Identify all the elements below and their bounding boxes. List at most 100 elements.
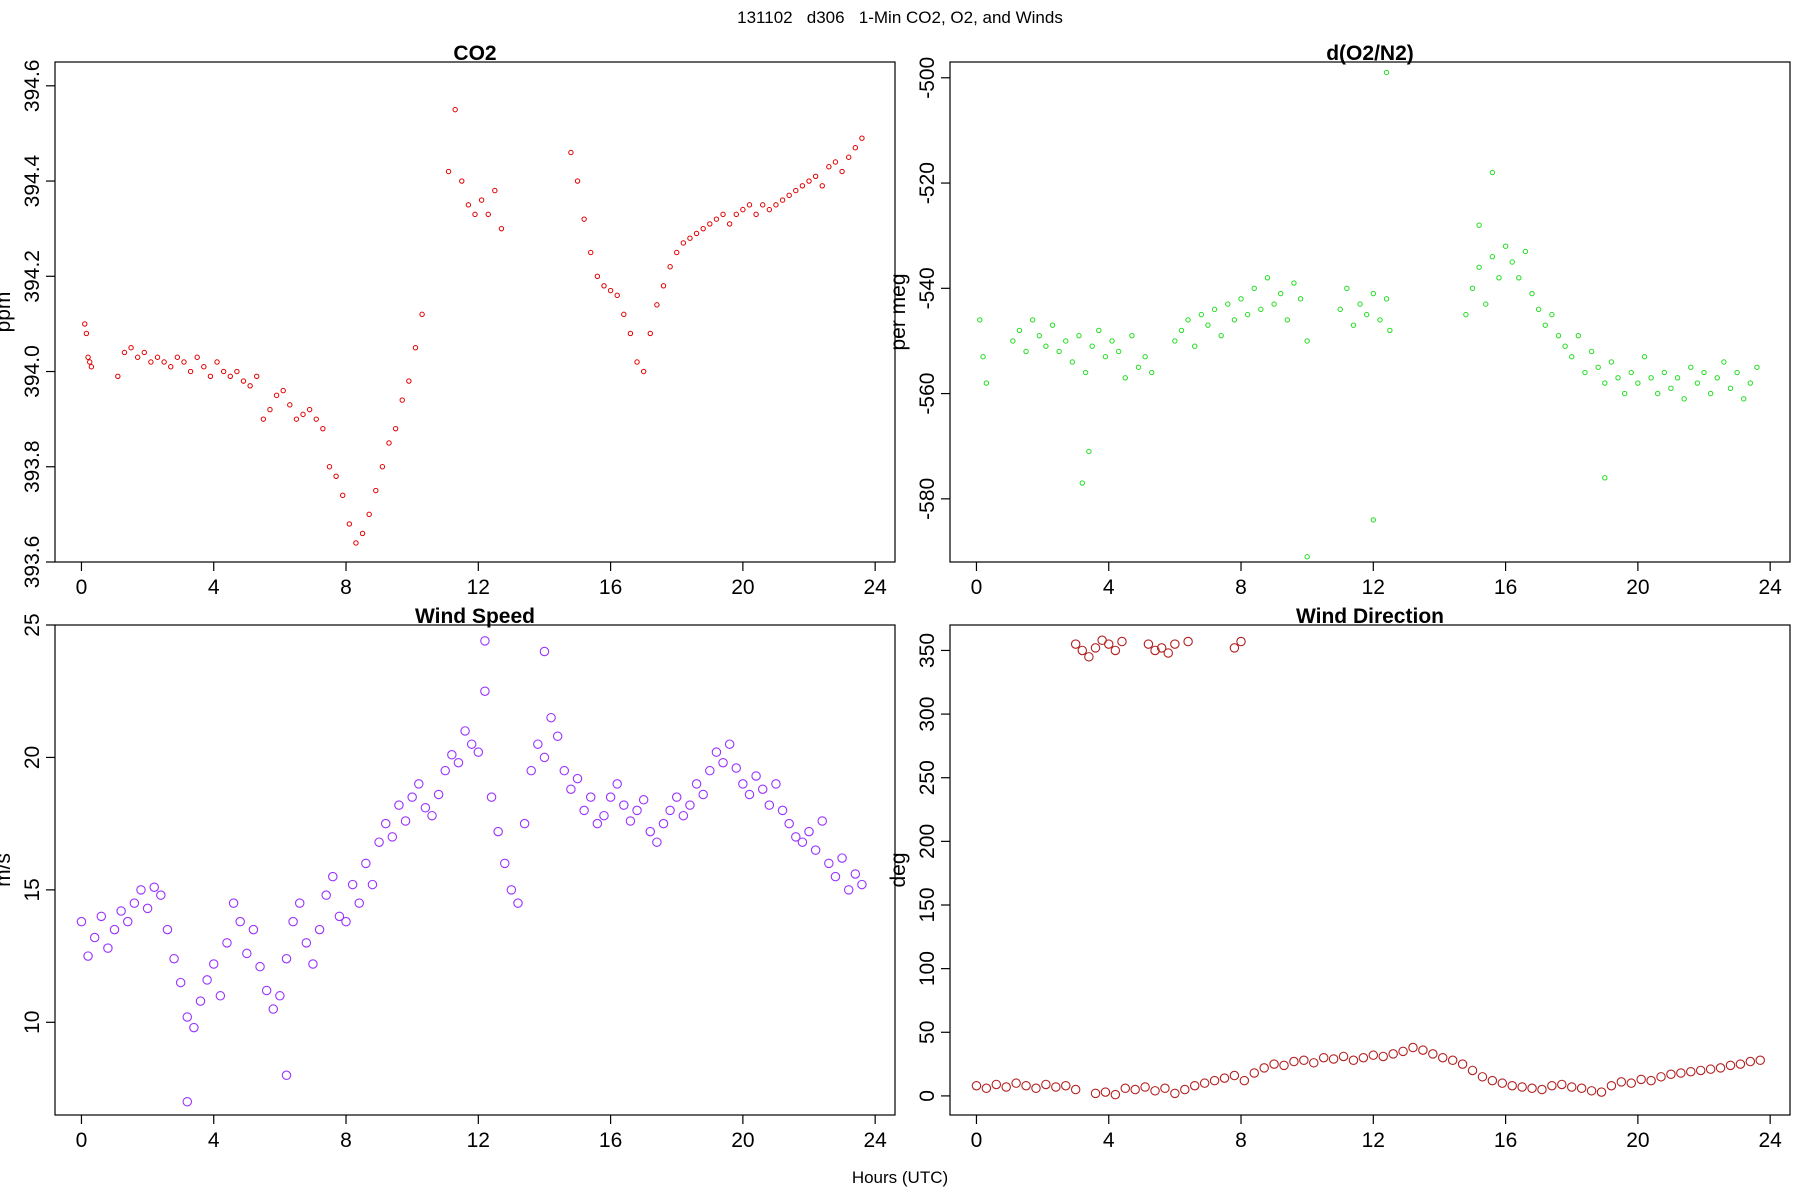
- o2n2-x-tick-label: 24: [1758, 576, 1782, 599]
- o2n2-data-point: [1344, 285, 1350, 292]
- co2-data-point: [627, 330, 634, 337]
- o2n2-y-tick-label: -520: [916, 162, 939, 204]
- wind-speed-data-point: [572, 773, 583, 784]
- co2-x-tick-label: 12: [467, 576, 490, 599]
- o2n2-data-point: [1244, 311, 1251, 318]
- co2-data-point: [194, 354, 200, 360]
- o2n2-data-point: [1238, 296, 1244, 302]
- wind-speed-data-point: [850, 869, 861, 879]
- co2-data-point: [379, 464, 386, 470]
- o2n2-data-point: [1225, 301, 1231, 307]
- o2n2-data-point: [1602, 380, 1608, 386]
- figure-title: 131102 d306 1-Min CO2, O2, and Winds: [737, 8, 1063, 27]
- wind-speed-data-point: [294, 898, 305, 908]
- co2-data-point: [568, 149, 574, 156]
- o2n2-data-point: [1043, 343, 1049, 349]
- wind-speed-data-point: [182, 1012, 193, 1022]
- co2-data-point: [134, 354, 141, 360]
- co2-data-point: [793, 187, 799, 194]
- wind-direction-data-point: [1596, 1087, 1607, 1097]
- wind-speed-data-point: [175, 977, 186, 988]
- o2n2-data-point: [1747, 380, 1754, 386]
- wind-speed-data-point: [843, 885, 854, 895]
- wind-speed-data-point: [83, 951, 93, 961]
- o2n2-data-point: [1149, 369, 1155, 376]
- o2n2-data-point: [1079, 480, 1085, 486]
- co2-y-axis-label: ppm: [0, 292, 15, 333]
- wind-speed-data-point: [652, 837, 662, 847]
- wind-speed-x-tick-label: 16: [599, 1129, 622, 1152]
- wind-direction-data-point: [1636, 1074, 1646, 1085]
- wind-speed-data-point: [480, 636, 490, 646]
- co2-data-point: [574, 178, 581, 184]
- co2-data-point: [693, 230, 700, 237]
- co2-data-point: [240, 378, 247, 384]
- wind-speed-data-point: [182, 1097, 193, 1107]
- o2n2-data-point: [1635, 380, 1641, 386]
- wind-speed-data-point: [830, 871, 841, 882]
- wind-speed-data-point: [665, 805, 675, 816]
- co2-data-point: [154, 354, 161, 360]
- o2n2-data-point: [1463, 311, 1469, 318]
- wind-speed-data-point: [466, 739, 477, 749]
- wind-speed-data-point: [328, 871, 338, 882]
- wind-direction-data-point: [1656, 1072, 1666, 1082]
- co2-data-point: [713, 216, 720, 222]
- wind-speed-data-point: [308, 959, 318, 969]
- wind-direction-data-point: [1077, 645, 1088, 656]
- co2-data-point: [660, 283, 667, 289]
- o2n2-data-point: [1129, 332, 1135, 339]
- o2n2-data-point: [1142, 354, 1148, 360]
- wind-speed-data-point: [757, 784, 768, 794]
- wind-speed-data-point: [103, 943, 113, 953]
- wind-direction-data-point: [1236, 636, 1246, 647]
- co2-data-point: [492, 187, 498, 194]
- o2n2-data-point: [1304, 338, 1310, 344]
- co2-data-point: [746, 202, 753, 208]
- wind-direction-data-point: [1150, 645, 1160, 656]
- o2n2-data-point: [1049, 322, 1056, 328]
- o2n2-data-point: [1476, 222, 1482, 228]
- wind-direction-data-point: [1358, 1052, 1369, 1063]
- wind-speed-data-point: [705, 765, 715, 776]
- co2-data-point: [254, 373, 260, 379]
- wind-direction-data-point: [981, 1083, 992, 1094]
- wind-speed-data-point: [189, 1022, 199, 1033]
- wind-direction-data-point: [1021, 1080, 1031, 1091]
- co2-data-point: [621, 311, 627, 318]
- o2n2-data-point: [983, 380, 990, 386]
- wind-direction-y-axis-label: deg: [887, 852, 910, 887]
- co2-data-point: [320, 425, 326, 432]
- wind-speed-data-point: [215, 991, 226, 1001]
- wind-direction-data-point: [1209, 1075, 1220, 1086]
- o2n2-plot-frame: [949, 61, 1791, 563]
- o2n2-data-point: [1284, 317, 1291, 323]
- o2n2-data-point: [1469, 285, 1476, 292]
- wind-direction-x-tick-label: 0: [971, 1129, 983, 1152]
- wind-direction-data-point: [1547, 1080, 1557, 1091]
- wind-speed-y-tick-label: 10: [21, 1011, 44, 1034]
- wind-speed-data-point: [738, 779, 748, 789]
- wind-direction-data-point: [1289, 1056, 1299, 1067]
- o2n2-data-point: [1387, 327, 1393, 334]
- wind-speed-data-point: [784, 818, 794, 829]
- co2-data-point: [812, 173, 819, 179]
- wind-speed-data-point: [334, 911, 345, 922]
- wind-direction-data-point: [1299, 1055, 1309, 1066]
- co2-data-point: [852, 145, 859, 151]
- o2n2-data-point: [1172, 338, 1178, 344]
- o2n2-data-point: [1135, 364, 1142, 370]
- wind-direction-data-point: [1051, 1082, 1061, 1092]
- wind-direction-data-point: [1041, 1079, 1051, 1090]
- wind-speed-data-point: [268, 1004, 279, 1014]
- wind-speed-data-point: [123, 916, 133, 927]
- co2-y-tick-label: 393.6: [21, 536, 44, 589]
- o2n2-data-point: [1370, 290, 1377, 297]
- wind-direction-data-point: [1745, 1056, 1756, 1067]
- wind-direction-data-point: [1117, 636, 1127, 647]
- o2n2-y-tick-label: -560: [916, 373, 939, 415]
- co2-panel: CO2 ppm 0 4 8 12 16 20 24 393.6 393.8 394.0 394.2 394…: [0, 42, 896, 599]
- co2-y-tick-label: 393.8: [21, 440, 44, 493]
- o2n2-data-point: [1542, 322, 1548, 328]
